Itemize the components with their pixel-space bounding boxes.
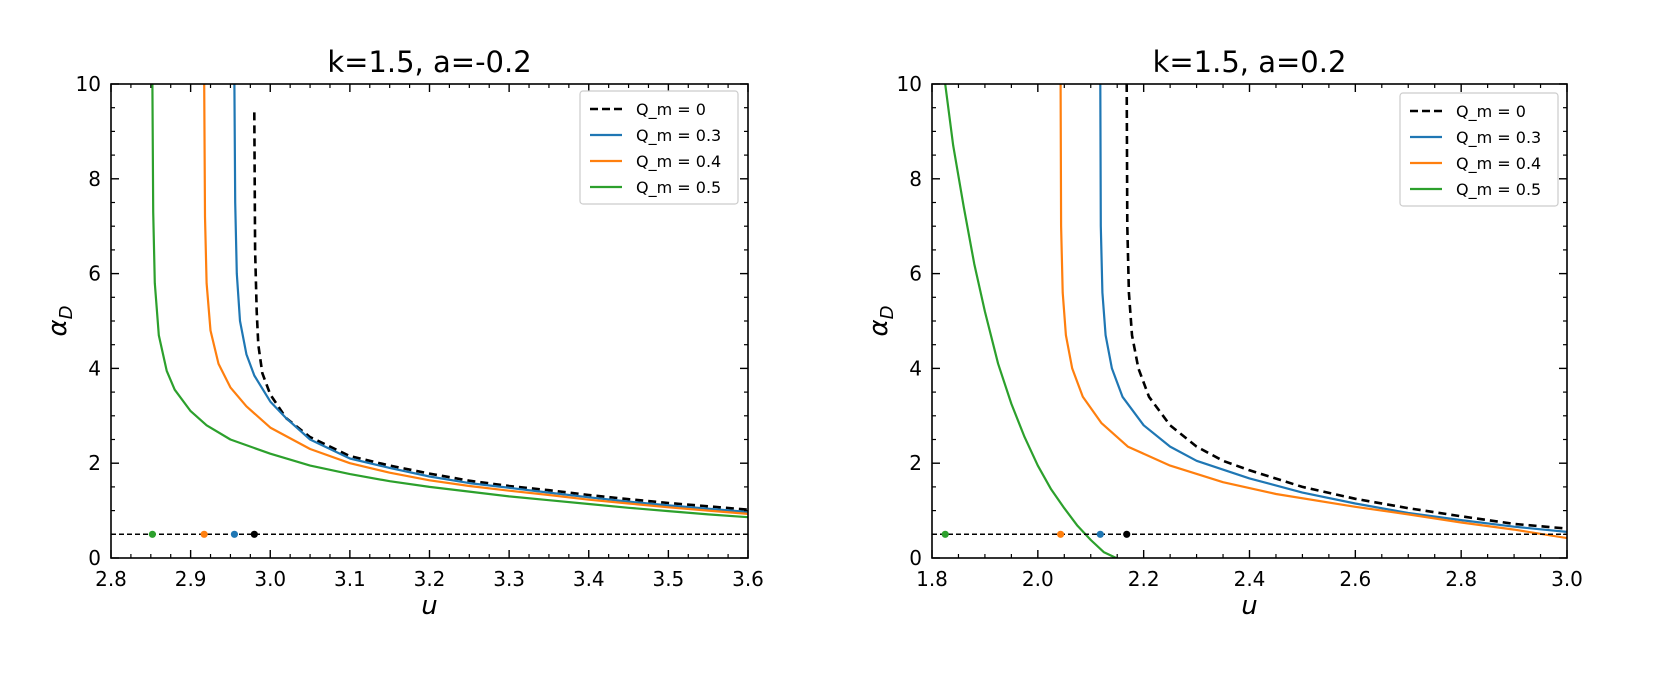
series-marker-1 (1096, 530, 1104, 538)
series-line-1 (233, 84, 748, 514)
x-tick-label: 2.8 (95, 567, 127, 591)
y-tick-label: 8 (909, 167, 922, 191)
series-marker-3 (148, 530, 157, 538)
series-marker-2 (200, 530, 208, 538)
y-tick-label: 4 (909, 356, 922, 380)
x-tick-label: 3.6 (732, 567, 764, 591)
legend-label-3: Q_m = 0.5 (636, 178, 721, 198)
legend-label-0: Q_m = 0 (1456, 102, 1526, 122)
y-tick-label: 10 (897, 72, 922, 96)
series-line-2 (1059, 84, 1567, 540)
chart-title: k=1.5, a=-0.2 (327, 45, 531, 79)
legend-frame (1399, 92, 1559, 207)
y-tick-label: 2 (909, 451, 922, 475)
chart-left: 2.8 2.9 3.0 3.1 3.2 3.3 3.4 3.5 3.6 0 2 4 6 8 10 k=1.5,… (43, 45, 764, 621)
series-marker-1 (230, 530, 239, 538)
chart-right: 1.8 2.0 2.2 2.4 2.6 2.8 3.0 0 2 4 6 8 10 k=1.5, a=0.2… (864, 45, 1583, 621)
y-tick-label: 8 (88, 167, 101, 191)
series-line-3 (944, 84, 1117, 558)
y-tick-label: 10 (76, 72, 101, 96)
x-tick-label: 3.4 (573, 567, 605, 591)
y-axis-label-base: α (864, 319, 894, 336)
x-tick-label: 2.0 (1022, 567, 1054, 591)
legend-label-1: Q_m = 0.3 (1456, 128, 1541, 148)
x-tick-label: 3.3 (493, 567, 525, 591)
y-tick-label: 0 (88, 546, 101, 570)
x-tick-label: 3.0 (1551, 567, 1583, 591)
x-axis-label: u (421, 591, 437, 621)
series-line-1 (1099, 84, 1567, 533)
legend-label-2: Q_m = 0.4 (636, 152, 721, 172)
legend-label-2: Q_m = 0.4 (1456, 154, 1541, 174)
y-axis-label-base: α (43, 319, 73, 336)
y-axis-label: αD (43, 305, 77, 336)
y-tick-label: 6 (909, 262, 922, 286)
x-tick-label: 2.4 (1234, 567, 1266, 591)
series-marker-0 (1123, 530, 1131, 538)
y-tick-label: 0 (909, 546, 922, 570)
legend-frame (579, 90, 739, 205)
x-tick-label: 3.2 (414, 567, 446, 591)
x-tick-label: 3.5 (652, 567, 684, 591)
series-line-2 (203, 84, 748, 515)
x-tick-label: 2.9 (175, 567, 207, 591)
y-tick-label: 6 (88, 262, 101, 286)
legend-label-3: Q_m = 0.5 (1456, 180, 1541, 200)
series-marker-3 (941, 530, 949, 538)
y-tick-label: 2 (88, 451, 101, 475)
y-axis-label-sub: D (56, 305, 77, 319)
legend: Q_m = 0 Q_m = 0.3 Q_m = 0.4 Q_m = 0.5 (579, 90, 739, 205)
x-tick-label: 3.1 (334, 567, 366, 591)
x-tick-label: 2.2 (1128, 567, 1160, 591)
legend: Q_m = 0 Q_m = 0.3 Q_m = 0.4 Q_m = 0.5 (1399, 92, 1559, 207)
y-axis-label-sub: D (877, 305, 898, 319)
x-tick-label: 2.8 (1445, 567, 1477, 591)
x-axis-label: u (1241, 591, 1257, 621)
legend-label-1: Q_m = 0.3 (636, 126, 721, 146)
chart-title: k=1.5, a=0.2 (1153, 45, 1347, 79)
y-axis-label: αD (864, 305, 898, 336)
x-tick-label: 2.6 (1339, 567, 1371, 591)
series-marker-0 (250, 530, 258, 538)
x-tick-label: 1.8 (916, 567, 948, 591)
y-tick-label: 4 (88, 356, 101, 380)
series-line-0 (253, 112, 748, 511)
legend-label-0: Q_m = 0 (636, 100, 706, 120)
x-tick-label: 3.0 (254, 567, 286, 591)
series-marker-2 (1056, 530, 1065, 538)
series-line-3 (151, 84, 748, 519)
